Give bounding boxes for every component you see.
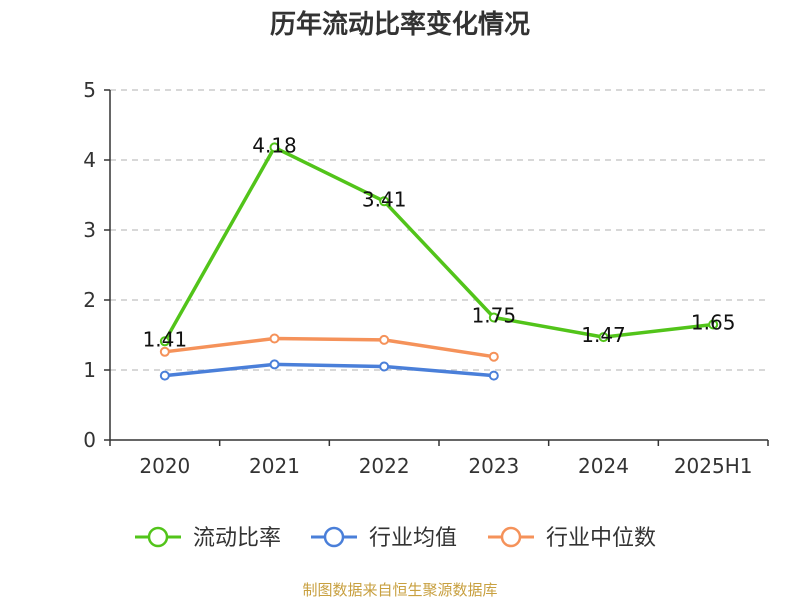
y-tick-label: 0	[83, 428, 96, 452]
data-label: 1.41	[143, 327, 188, 351]
data-label: 1.65	[691, 311, 736, 335]
x-tick-label: 2023	[468, 454, 519, 478]
legend-item-1[interactable]: 流动比率	[135, 526, 281, 551]
data-label: 4.18	[252, 133, 297, 157]
series-3	[159, 333, 499, 362]
x-tick-label: 2025H1	[674, 454, 753, 478]
y-tick-label: 4	[83, 148, 96, 172]
source-note: 制图数据来自恒生聚源数据库	[302, 581, 497, 599]
data-point	[379, 334, 390, 345]
data-point	[598, 332, 609, 343]
legend-label: 流动比率	[193, 526, 281, 551]
x-tick-label: 2024	[578, 454, 629, 478]
series-1	[159, 142, 719, 347]
y-tick-label: 3	[83, 218, 96, 242]
legend-marker	[147, 526, 169, 548]
legend-label: 行业均值	[369, 526, 457, 551]
data-point	[159, 370, 170, 381]
legend-marker	[500, 526, 522, 548]
data-point	[269, 359, 280, 370]
y-tick-label: 1	[83, 358, 96, 382]
data-labels: 1.41 4.18 3.41 1.75 1.47 1.65	[143, 133, 736, 351]
legend-marker	[323, 526, 345, 548]
data-point	[488, 351, 499, 362]
data-point	[708, 319, 719, 330]
data-point	[269, 333, 280, 344]
data-point	[488, 312, 499, 323]
data-point	[269, 142, 280, 153]
data-point	[379, 361, 390, 372]
x-tick-label: 2021	[249, 454, 300, 478]
series-line	[164, 336, 495, 359]
data-point	[379, 196, 390, 207]
series-line	[164, 362, 494, 378]
legend-label: 行业中位数	[546, 526, 656, 551]
series-2	[159, 359, 499, 381]
data-point	[159, 346, 170, 357]
data-point	[488, 370, 499, 381]
y-tick-label: 5	[83, 78, 96, 102]
data-label: 1.47	[581, 323, 626, 347]
data-label: 3.41	[362, 187, 407, 211]
x-tick-label: 2022	[359, 454, 410, 478]
series-group	[159, 142, 719, 381]
x-tick-label: 2020	[139, 454, 190, 478]
data-point	[159, 336, 170, 347]
legend-item-2[interactable]: 行业均值	[311, 526, 457, 551]
series-line	[163, 145, 714, 343]
data-label: 1.75	[472, 304, 517, 328]
chart-title: 历年流动比率变化情况	[270, 9, 530, 40]
axes: 0 1 2 3 4 5 2020 2021 2022 2023 2024 2025H1	[83, 78, 769, 478]
legend-item-3[interactable]: 行业中位数	[488, 526, 656, 551]
legend[interactable]: 流动比率 行业均值 行业中位数	[135, 526, 656, 551]
y-tick-label: 2	[83, 288, 96, 312]
